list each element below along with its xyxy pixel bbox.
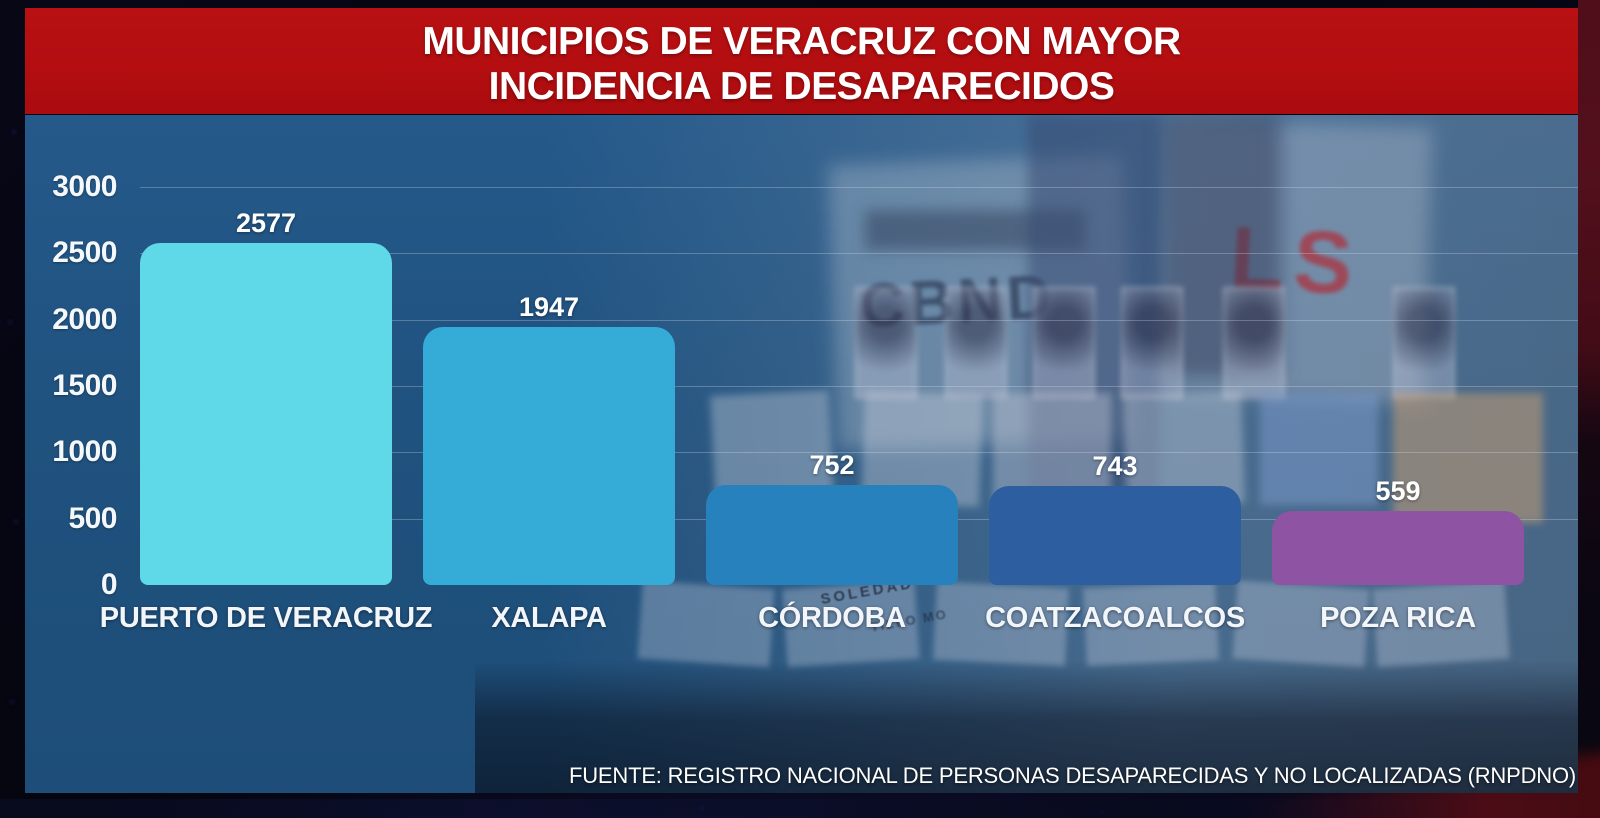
missing-person-portrait — [945, 287, 1007, 399]
missing-person-portrait — [1223, 287, 1285, 399]
right-red-strip — [1578, 0, 1600, 818]
bar-category-label: XALAPA — [491, 602, 607, 634]
bar-coatzacoalcos — [989, 486, 1241, 585]
y-axis-tick-label: 1500 — [52, 369, 117, 402]
title-banner: MUNICIPIOS DE VERACRUZ CON MAYOR INCIDEN… — [25, 8, 1578, 114]
y-gridline — [140, 319, 1578, 321]
bar-xalapa — [423, 326, 675, 585]
bar-value-label: 743 — [1092, 451, 1138, 482]
bar-value-label: 752 — [809, 450, 855, 481]
chart-title-line1: MUNICIPIOS DE VERACRUZ CON MAYOR — [422, 20, 1181, 63]
bar-value-label: 2577 — [235, 208, 297, 239]
y-gridline — [140, 187, 1578, 188]
background-pattern — [0, 0, 4, 4]
y-axis-tick-label: 500 — [68, 501, 117, 535]
missing-person-portrait — [1033, 287, 1095, 399]
table-photo — [1260, 393, 1378, 505]
y-axis-tick-label: 1000 — [52, 435, 117, 469]
bar-category-label: PUERTO DE VERACRUZ — [99, 602, 433, 634]
y-gridline — [140, 386, 1578, 387]
y-axis-tick-label: 0 — [100, 568, 118, 601]
chart-panel: CBND LS SOLEDAD TILLO MO — [25, 115, 1578, 793]
chart-title-line2: INCIDENCIA DE DESAPARECIDOS — [488, 65, 1115, 108]
y-axis-tick-label: 2000 — [52, 302, 117, 336]
bar-puerto-de-veracruz — [140, 243, 392, 585]
y-gridline — [140, 452, 1578, 454]
table-photo — [1393, 393, 1543, 523]
bar-poza-rica — [1272, 510, 1524, 585]
bar-category-label: POZA RICA — [1320, 602, 1476, 634]
y-axis-tick-label: 3000 — [52, 170, 117, 203]
source-caption: FUENTE: REGISTRO NACIONAL DE PERSONAS DE… — [569, 763, 1576, 788]
table-dark-band — [475, 660, 1578, 793]
y-gridline — [140, 253, 1578, 255]
plot-area: 0 500 1000 1500 2000 2500 3000 2577 PUERTO DE VE… — [25, 115, 1578, 793]
bar-value-label: 559 — [1375, 475, 1421, 506]
bottom-blue-streak — [0, 799, 1600, 818]
missing-person-portrait — [1393, 287, 1455, 399]
bar-c-rdoba — [706, 485, 958, 585]
bar-value-label: 1947 — [518, 291, 580, 322]
missing-person-portrait — [1121, 287, 1183, 399]
bar-category-label: CÓRDOBA — [758, 602, 906, 634]
table-photo — [993, 393, 1111, 505]
y-axis-tick-label: 2500 — [52, 236, 117, 270]
missing-person-portrait — [855, 287, 917, 399]
background-photo-collage: CBND LS SOLEDAD TILLO MO — [25, 115, 1578, 793]
bar-category-label: COATZACOALCOS — [985, 602, 1245, 634]
